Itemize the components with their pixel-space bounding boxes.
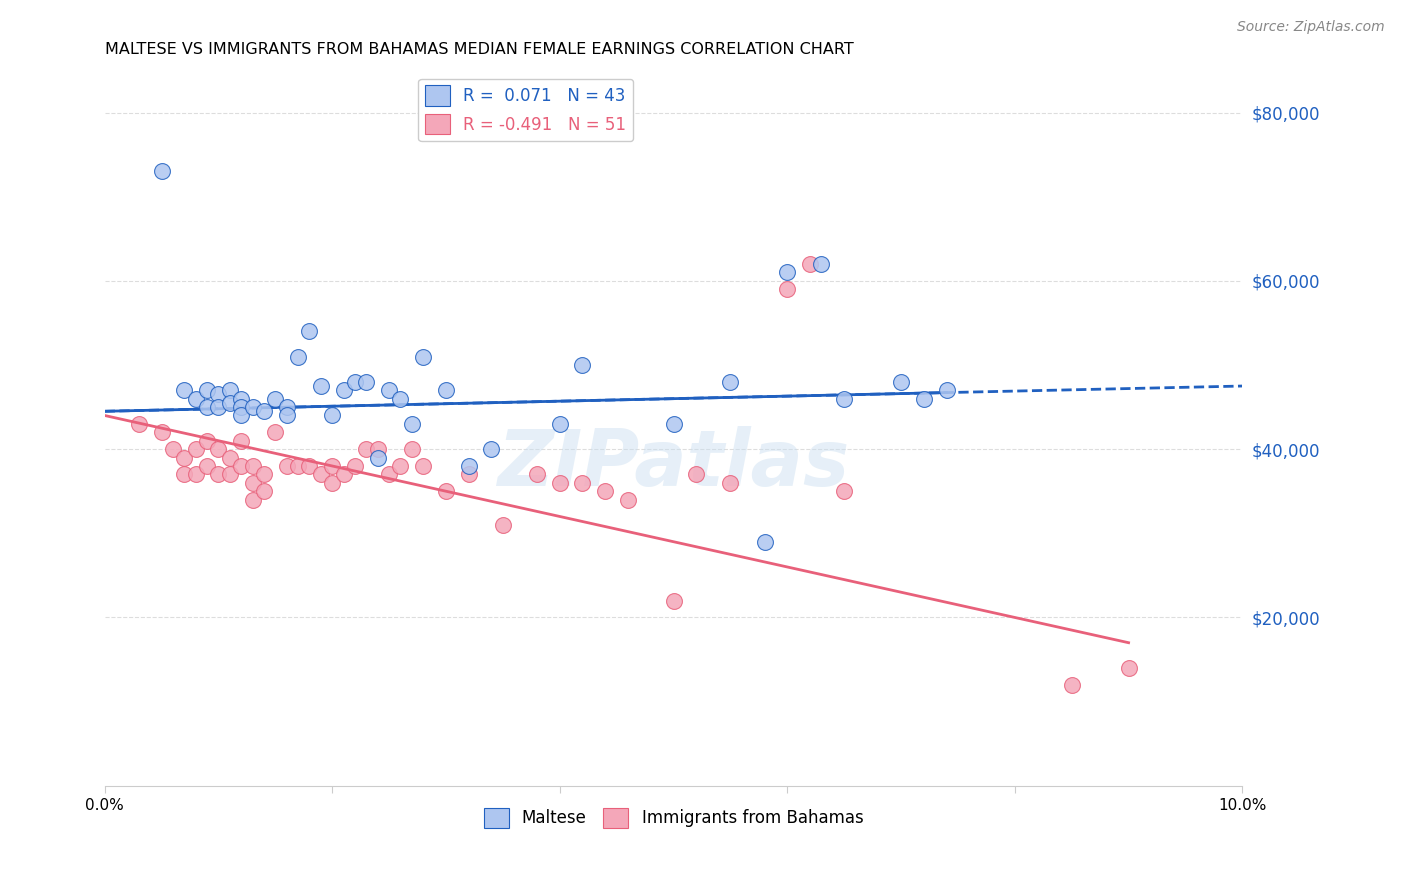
Point (367, 442, 389, 457)
Point (242, 400, 264, 414)
Point (457, 458, 479, 473)
Point (298, 324, 321, 338)
Point (434, 484, 457, 499)
Point (492, 517, 515, 532)
Point (242, 475, 264, 490)
Point (309, 379, 332, 393)
Point (776, 265, 799, 279)
Point (776, 282, 799, 296)
Point (526, 467, 548, 482)
Point (321, 409, 343, 423)
Point (457, 467, 479, 482)
Point (276, 458, 298, 473)
Point (378, 383, 401, 397)
Point (231, 458, 253, 473)
Point (218, 396, 240, 410)
Point (173, 383, 195, 397)
Point (662, 417, 685, 431)
Point (593, 484, 616, 499)
Point (173, 467, 195, 482)
Point (434, 383, 457, 397)
Point (264, 392, 287, 406)
Point (253, 404, 276, 418)
Point (617, 492, 640, 507)
Point (173, 450, 195, 465)
Point (332, 383, 354, 397)
Point (195, 458, 218, 473)
Point (401, 417, 423, 431)
Point (548, 475, 571, 490)
Point (343, 458, 366, 473)
Point (810, 257, 832, 271)
Point (401, 442, 423, 457)
Point (218, 467, 240, 482)
Point (184, 467, 207, 482)
Point (412, 458, 434, 473)
Point (207, 387, 229, 401)
Text: Source: ZipAtlas.com: Source: ZipAtlas.com (1237, 20, 1385, 34)
Point (150, 164, 173, 178)
Point (378, 467, 401, 482)
Point (321, 475, 343, 490)
Point (207, 400, 229, 414)
Point (367, 450, 389, 465)
Point (389, 458, 412, 473)
Point (799, 257, 821, 271)
Point (150, 425, 173, 440)
Legend: Maltese, Immigrants from Bahamas: Maltese, Immigrants from Bahamas (477, 801, 870, 835)
Point (184, 442, 207, 457)
Point (207, 467, 229, 482)
Point (287, 350, 309, 364)
Point (242, 492, 264, 507)
Point (298, 458, 321, 473)
Point (356, 442, 378, 457)
Point (832, 484, 855, 499)
Point (685, 467, 707, 482)
Point (571, 475, 593, 490)
Text: ZIPatlas: ZIPatlas (498, 425, 849, 502)
Point (184, 392, 207, 406)
Point (231, 409, 253, 423)
Point (1060, 678, 1083, 692)
Point (412, 350, 434, 364)
Point (718, 475, 741, 490)
Text: MALTESE VS IMMIGRANTS FROM BAHAMAS MEDIAN FEMALE EARNINGS CORRELATION CHART: MALTESE VS IMMIGRANTS FROM BAHAMAS MEDIA… (104, 42, 853, 57)
Point (832, 392, 855, 406)
Point (195, 383, 218, 397)
Point (356, 375, 378, 389)
Point (231, 434, 253, 448)
Point (195, 400, 218, 414)
Point (481, 442, 503, 457)
Point (309, 467, 332, 482)
Point (162, 442, 184, 457)
Point (912, 392, 935, 406)
Point (253, 467, 276, 482)
Point (231, 400, 253, 414)
Point (343, 375, 366, 389)
Point (1118, 661, 1140, 675)
Point (218, 383, 240, 397)
Point (890, 375, 912, 389)
Point (207, 442, 229, 457)
Point (242, 458, 264, 473)
Point (253, 484, 276, 499)
Point (754, 534, 776, 549)
Point (195, 434, 218, 448)
Point (718, 375, 741, 389)
Point (389, 392, 412, 406)
Point (264, 425, 287, 440)
Point (218, 450, 240, 465)
Point (662, 593, 685, 607)
Point (276, 400, 298, 414)
Point (231, 392, 253, 406)
Point (332, 467, 354, 482)
Point (935, 383, 957, 397)
Point (276, 409, 298, 423)
Point (321, 458, 343, 473)
Point (287, 458, 309, 473)
Point (128, 417, 150, 431)
Point (548, 417, 571, 431)
Point (571, 358, 593, 372)
